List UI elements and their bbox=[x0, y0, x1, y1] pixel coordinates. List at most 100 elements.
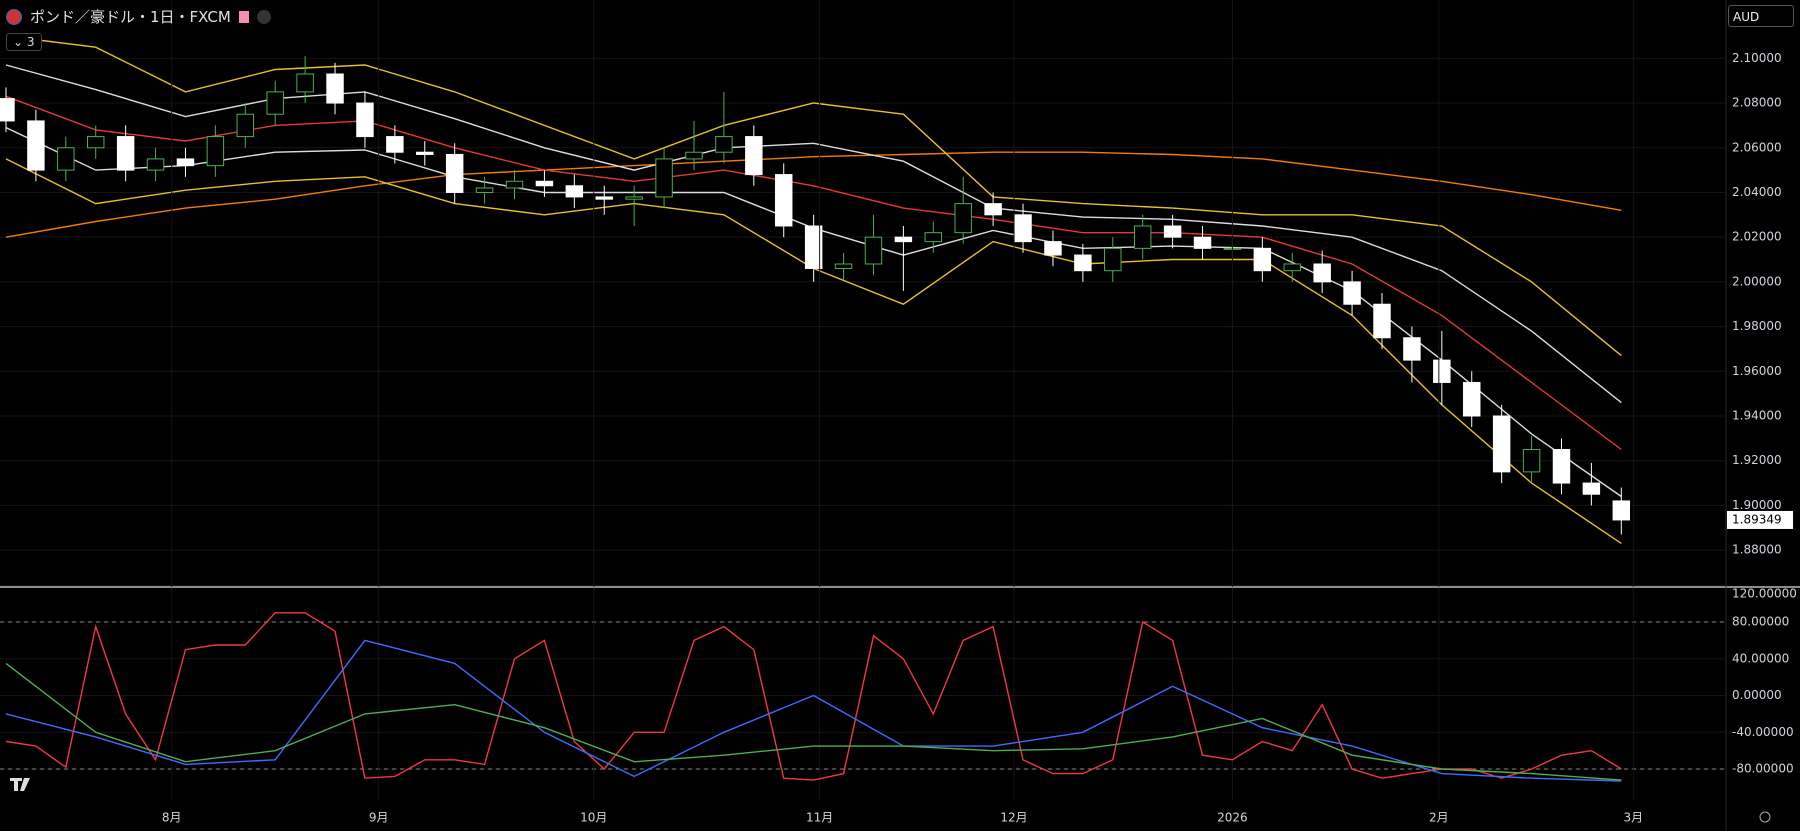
candle-body bbox=[266, 91, 284, 115]
candle-body bbox=[1433, 359, 1451, 383]
candle-body bbox=[685, 151, 703, 160]
candle-body bbox=[1283, 263, 1301, 272]
candle-body bbox=[535, 180, 554, 187]
y-tick-label: 1.94000 bbox=[1732, 408, 1782, 422]
candle-body bbox=[565, 185, 584, 198]
candle-body bbox=[1463, 381, 1481, 417]
collapse-button[interactable] bbox=[256, 9, 271, 24]
candle-body bbox=[326, 73, 344, 104]
candle-body bbox=[1522, 449, 1541, 473]
candle-body bbox=[715, 136, 733, 153]
y-tick-label: 0.00000 bbox=[1732, 688, 1782, 702]
candle-body bbox=[236, 113, 255, 138]
candle-body bbox=[1403, 337, 1421, 361]
candle-body bbox=[1343, 281, 1361, 305]
y-tick-label: 2.02000 bbox=[1732, 230, 1782, 244]
candle-body bbox=[1552, 449, 1571, 484]
x-tick-label: 12月 bbox=[1000, 811, 1027, 825]
y-tick-label: 2.08000 bbox=[1732, 96, 1782, 110]
logo bbox=[10, 778, 30, 791]
y-tick-label: 1.90000 bbox=[1732, 498, 1782, 512]
candle-body bbox=[894, 236, 913, 243]
y-tick-label: -40.00000 bbox=[1732, 725, 1794, 739]
y-tick-label: 2.06000 bbox=[1732, 140, 1782, 154]
candle-body bbox=[834, 263, 853, 269]
candle-body bbox=[1582, 482, 1601, 495]
x-tick-label: 2月 bbox=[1429, 811, 1449, 825]
y-tick-label: -80.00000 bbox=[1732, 762, 1794, 776]
series-line bbox=[5, 35, 1622, 357]
settings-icon[interactable] bbox=[1759, 811, 1771, 823]
y-tick-label: 1.98000 bbox=[1732, 319, 1782, 333]
y-tick-label: 80.00000 bbox=[1732, 615, 1789, 629]
candle-body bbox=[86, 136, 105, 149]
series-line bbox=[5, 612, 1622, 781]
symbol-header: ポンド／豪ドル・1日・FXCM bbox=[6, 6, 271, 27]
flag-marker bbox=[238, 10, 249, 23]
y-tick-label: 1.96000 bbox=[1732, 364, 1782, 378]
candle-body bbox=[1313, 263, 1331, 283]
candle-body bbox=[1044, 241, 1062, 256]
series-line bbox=[5, 151, 1622, 238]
x-tick-label: 8月 bbox=[162, 811, 182, 825]
candle-body bbox=[1074, 254, 1092, 272]
candle-body bbox=[1163, 225, 1182, 238]
candle-body bbox=[954, 203, 972, 234]
candle-body bbox=[176, 158, 195, 167]
x-tick-label: 2026 bbox=[1217, 811, 1248, 825]
series-line bbox=[5, 662, 1622, 781]
y-tick-label: 2.00000 bbox=[1732, 274, 1782, 288]
y-tick-label: 1.88000 bbox=[1732, 543, 1782, 557]
candle-body bbox=[1612, 500, 1631, 521]
last-price-label: 1.89349 bbox=[1732, 512, 1782, 526]
y-tick-label: 40.00000 bbox=[1732, 651, 1789, 665]
candle-body bbox=[864, 236, 883, 265]
candle-body bbox=[445, 153, 464, 193]
candle-body bbox=[206, 136, 225, 167]
candle-body bbox=[57, 147, 75, 171]
candle-body bbox=[146, 158, 165, 171]
candle-body bbox=[595, 196, 613, 200]
last-price-box bbox=[1727, 510, 1793, 529]
y-tick-label: 2.10000 bbox=[1732, 51, 1782, 65]
flag-icon bbox=[6, 8, 22, 25]
candle-body bbox=[1014, 214, 1032, 243]
series-line bbox=[5, 639, 1622, 782]
candle-body bbox=[625, 196, 643, 200]
x-tick-label: 11月 bbox=[806, 811, 833, 825]
candle-body bbox=[1373, 303, 1391, 339]
indicator-badge[interactable]: ⌄ 3 bbox=[6, 33, 42, 51]
currency-select[interactable]: AUD bbox=[1728, 5, 1794, 27]
candle-body bbox=[1253, 247, 1272, 272]
y-tick-label: 120.00000 bbox=[1732, 587, 1797, 601]
candle-body bbox=[1193, 236, 1212, 249]
y-tick-label: 1.92000 bbox=[1732, 453, 1782, 467]
symbol-title[interactable]: ポンド／豪ドル・1日・FXCM bbox=[30, 8, 231, 26]
currency-label: AUD bbox=[1733, 10, 1760, 24]
x-tick-label: 9月 bbox=[369, 811, 389, 825]
candle-body bbox=[924, 232, 943, 243]
candle-body bbox=[0, 98, 15, 122]
candle-body bbox=[116, 136, 135, 171]
x-tick-label: 3月 bbox=[1623, 811, 1643, 825]
candle-body bbox=[356, 102, 374, 138]
candle-body bbox=[296, 73, 314, 93]
badge-count: 3 bbox=[26, 35, 35, 49]
x-tick-label: 10月 bbox=[580, 811, 607, 825]
candle-body bbox=[475, 187, 494, 193]
candle-body bbox=[27, 120, 45, 171]
candle-body bbox=[1104, 247, 1122, 272]
candle-body bbox=[804, 225, 823, 269]
candle-body bbox=[775, 174, 793, 227]
candle-body bbox=[416, 151, 434, 155]
candle-body bbox=[655, 158, 673, 198]
candle-body bbox=[745, 136, 763, 176]
candle-body bbox=[386, 136, 404, 153]
candle-body bbox=[1492, 415, 1511, 473]
candle-body bbox=[1133, 225, 1152, 249]
candle-body bbox=[505, 180, 524, 189]
y-tick-label: 2.04000 bbox=[1732, 185, 1782, 199]
candle-body bbox=[984, 203, 1002, 216]
